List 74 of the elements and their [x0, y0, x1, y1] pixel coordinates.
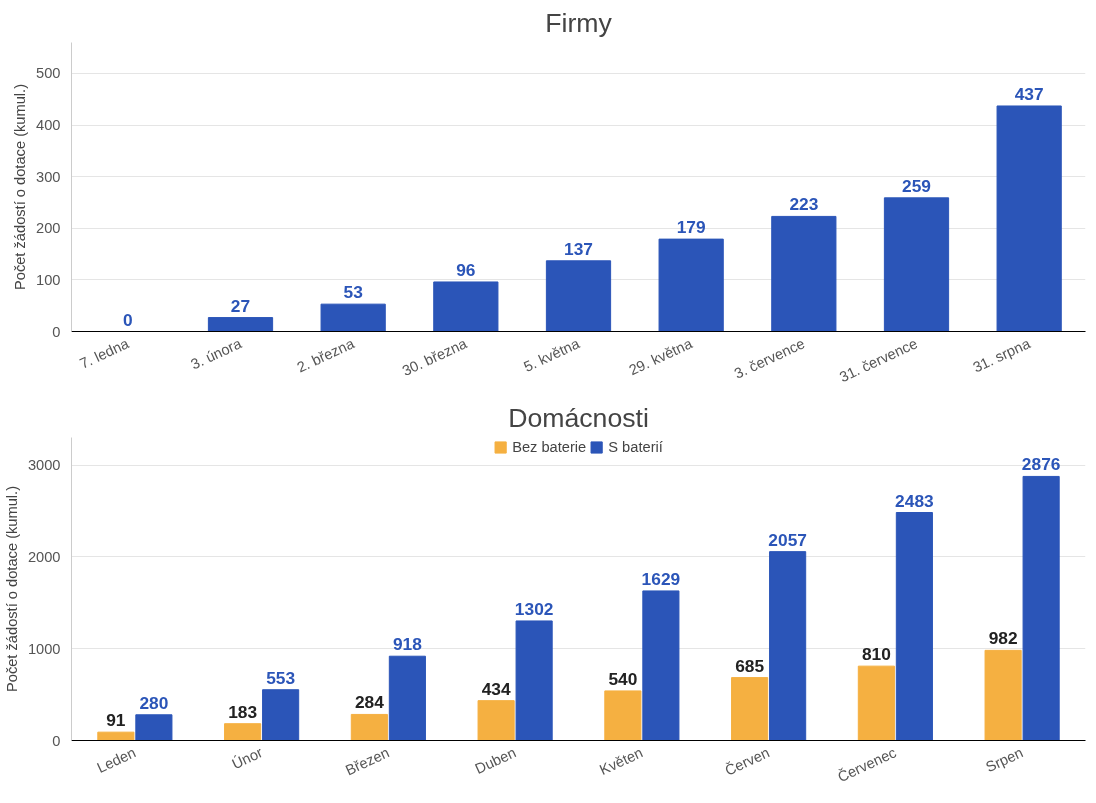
data-label: 437 — [1014, 83, 1044, 104]
data-label: 223 — [789, 194, 819, 215]
bar — [731, 677, 769, 741]
y-tick-label: 3000 — [27, 457, 61, 474]
legend-label: Bez baterie — [512, 439, 587, 455]
data-label: 553 — [266, 667, 296, 688]
bar — [769, 551, 807, 741]
data-label: 280 — [139, 692, 169, 713]
data-label: 0 — [123, 309, 133, 330]
chart-title: Firmy — [545, 7, 613, 38]
bar — [984, 649, 1022, 741]
bar — [642, 590, 680, 741]
y-tick-label: 200 — [36, 220, 61, 237]
data-label: 27 — [230, 295, 251, 316]
x-tick-label: Leden — [94, 744, 139, 776]
x-tick-label: Únor — [229, 744, 266, 773]
bar — [320, 303, 386, 332]
bar — [883, 197, 950, 332]
x-tick-label: 29. května — [626, 334, 696, 379]
data-label: 810 — [861, 644, 891, 665]
y-tick-label: 400 — [36, 117, 61, 134]
bar — [658, 238, 724, 332]
x-tick-label: 7. ledna — [77, 334, 132, 372]
bar — [996, 105, 1062, 332]
y-tick-label: 100 — [36, 271, 61, 288]
data-label: 2057 — [768, 529, 807, 550]
bar — [207, 317, 274, 332]
bar — [262, 689, 300, 741]
y-tick-label: 500 — [36, 65, 61, 82]
bar — [477, 700, 515, 741]
y-axis-title: Počet žádostí o dotace (kumul.) — [3, 485, 20, 693]
data-label: 179 — [676, 217, 706, 238]
x-tick-label: 31. srpna — [970, 334, 1034, 376]
bar — [224, 723, 262, 741]
data-label: 53 — [343, 282, 364, 303]
data-label: 685 — [735, 655, 765, 676]
data-label: 2876 — [1021, 454, 1061, 475]
data-label: 137 — [564, 238, 593, 259]
y-tick-label: 2000 — [27, 548, 61, 565]
x-tick-label: Srpen — [983, 744, 1026, 776]
bar — [1022, 475, 1060, 741]
x-tick-label: 5. května — [521, 334, 583, 375]
y-axis-title: Počet žádostí o dotace (kumul.) — [12, 83, 29, 291]
data-label: 91 — [106, 710, 126, 731]
data-label: 918 — [392, 634, 423, 655]
data-label: 1629 — [641, 568, 681, 589]
bar — [135, 714, 173, 741]
y-tick-label: 300 — [36, 168, 61, 185]
legend-label: S baterií — [608, 439, 663, 455]
data-label: 96 — [456, 259, 476, 280]
data-label: 540 — [608, 668, 638, 689]
y-tick-label: 1000 — [27, 640, 61, 657]
data-label: 434 — [481, 678, 511, 699]
bar — [545, 260, 612, 332]
bar — [388, 655, 426, 741]
x-tick-label: 3. února — [188, 334, 245, 373]
y-tick-label: 0 — [52, 323, 61, 340]
x-tick-label: Duben — [472, 744, 519, 777]
bar — [433, 281, 499, 332]
data-label: 284 — [354, 692, 385, 713]
y-tick-label: 0 — [52, 732, 61, 749]
data-label: 259 — [902, 175, 931, 196]
chart-title: Domácnosti — [508, 402, 649, 433]
bar — [895, 512, 933, 741]
data-label: 2483 — [895, 490, 935, 511]
data-label: 183 — [228, 701, 258, 722]
bar — [350, 713, 388, 741]
bar — [97, 731, 135, 741]
data-label: 1302 — [514, 598, 554, 619]
bar — [857, 665, 895, 741]
bar — [515, 620, 553, 741]
bar — [771, 215, 837, 332]
bar — [604, 690, 642, 741]
data-label: 982 — [988, 628, 1018, 649]
